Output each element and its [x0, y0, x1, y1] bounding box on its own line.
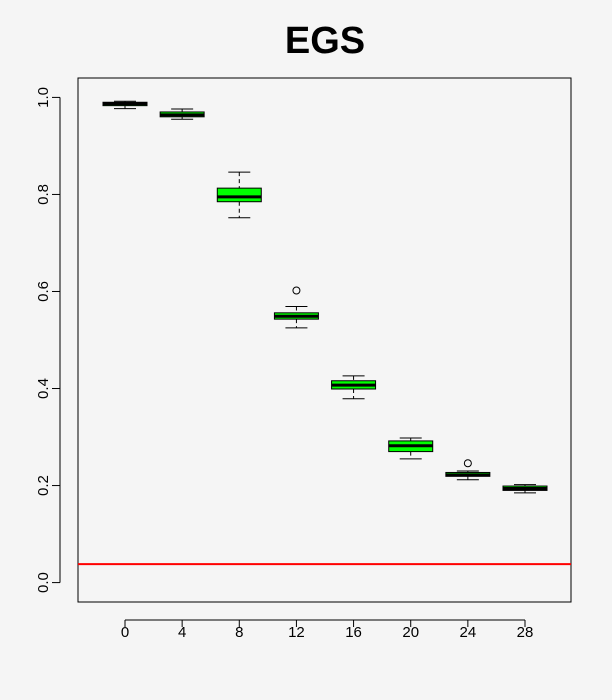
x-tick-label: 4: [178, 624, 186, 641]
boxes-group: [102, 100, 548, 494]
y-tick-label: 1.0: [35, 87, 52, 108]
y-tick-label: 0.0: [35, 572, 52, 593]
box-4: [159, 108, 205, 120]
box-24: [445, 459, 491, 481]
y-tick-label: 0.6: [35, 281, 52, 302]
x-tick-label: 16: [345, 624, 362, 641]
x-tick-label: 28: [517, 624, 534, 641]
box-8: [216, 171, 262, 219]
iqr-box: [216, 187, 262, 203]
box-28: [502, 484, 548, 494]
box-12: [273, 286, 319, 329]
box-0: [102, 100, 148, 110]
outlier-point: [292, 286, 301, 295]
y-tick-label: 0.2: [35, 475, 52, 496]
y-axis: 0.0 0.2 0.4 0.6 0.8 1.0: [35, 87, 61, 593]
x-axis: 0 4 8 12 16 20 24 28: [121, 619, 534, 641]
x-tick-label: 0: [121, 624, 129, 641]
x-tick-label: 8: [235, 624, 243, 641]
outlier-point: [463, 459, 472, 468]
box-20: [388, 437, 434, 460]
chart-title: EGS: [285, 20, 365, 62]
y-tick-label: 0.8: [35, 184, 52, 205]
x-tick-label: 12: [288, 624, 305, 641]
y-tick-label: 0.4: [35, 378, 52, 399]
box-16: [331, 375, 377, 400]
plot-frame: [77, 77, 572, 603]
x-tick-label: 24: [460, 624, 477, 641]
x-tick-label: 20: [402, 624, 419, 641]
